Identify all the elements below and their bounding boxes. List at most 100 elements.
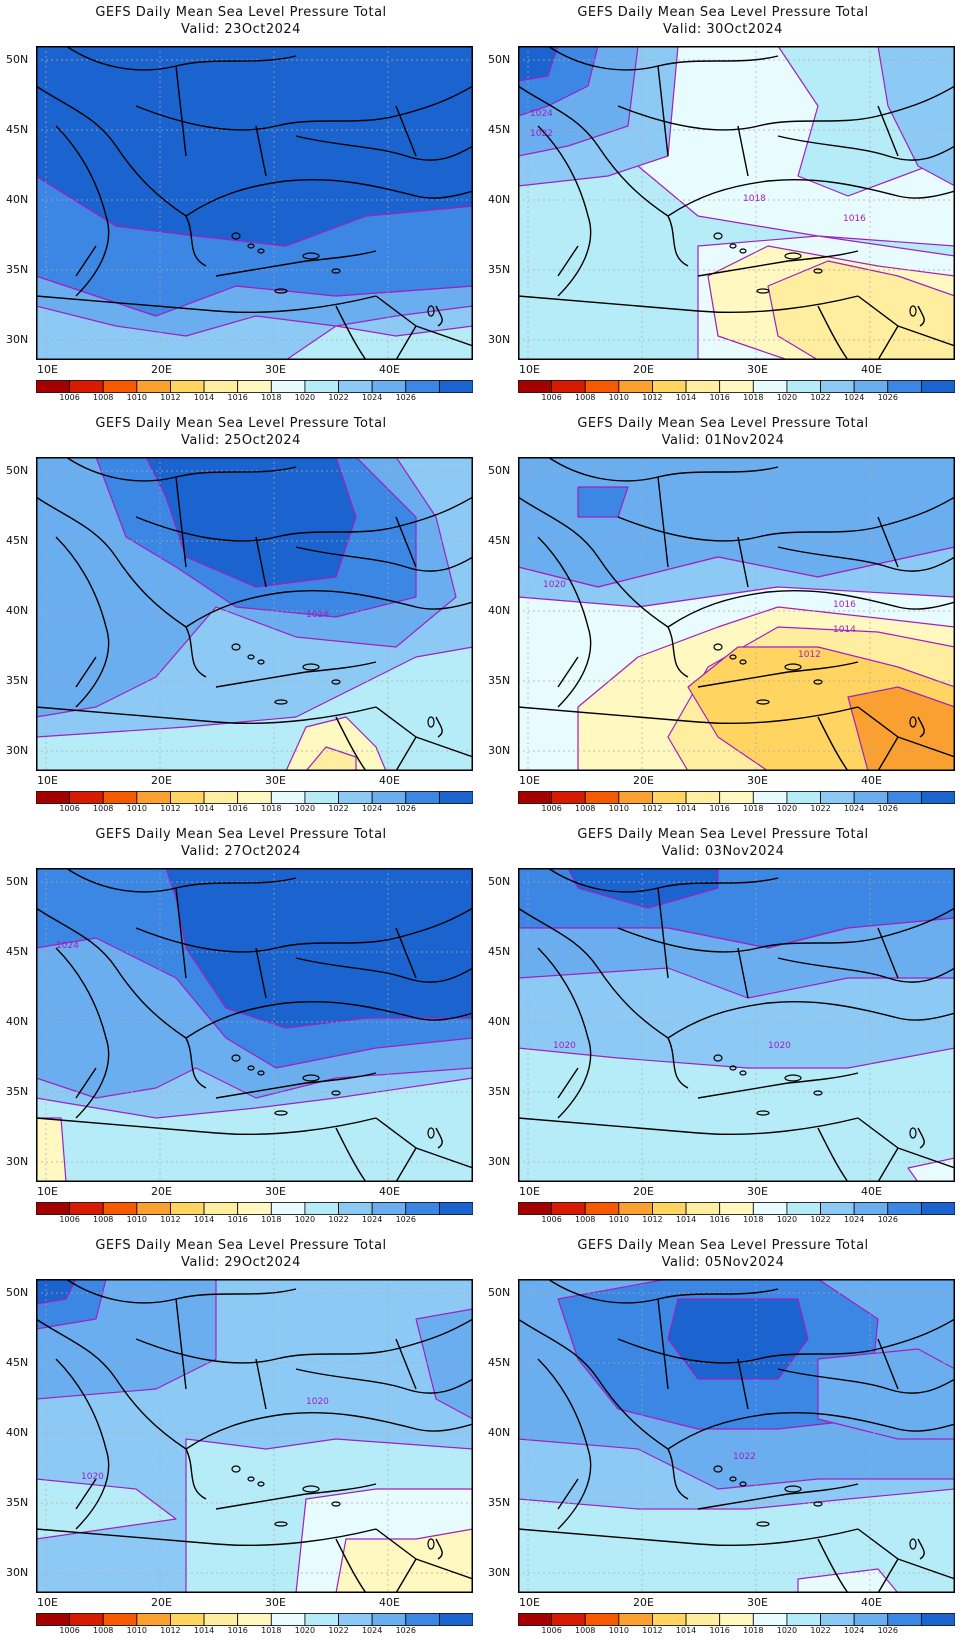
colorbar-swatch [518,791,553,804]
panel-title: GEFS Daily Mean Sea Level Pressure Total [95,827,387,842]
coastline [36,1528,377,1546]
colorbar-label: 1020 [776,804,798,813]
lon-tick-label: 30E [747,363,768,376]
colorbar-swatch [752,1202,788,1215]
colorbar-label: 1008 [93,393,114,402]
map-frame [36,868,473,1182]
colorbar-swatch [551,380,586,393]
colorbar-swatch [652,1202,687,1215]
colorbar-swatch [887,791,922,804]
colorbar-swatch [304,1613,339,1626]
colorbar-label: 1012 [642,1626,663,1635]
colorbar-label: 1024 [361,1626,383,1635]
island [247,243,255,249]
coastline [295,546,473,572]
coastline [518,496,689,678]
coastline [518,706,859,724]
coastline [777,1368,955,1394]
colorbar-swatch [237,1202,272,1215]
island [713,232,723,240]
colorbar-swatch [136,1613,171,1626]
colorbar-swatch [304,380,339,393]
coastline [547,457,779,482]
panel-valid-date: Valid: 03Nov2024 [661,844,785,859]
colorbar-swatch [270,1202,306,1215]
map-panel-7: GEFS Daily Mean Sea Level Pressure Total… [0,1233,482,1643]
coastline [215,1072,377,1099]
lon-tick-label: 20E [151,1596,172,1609]
lon-tick-label: 40E [379,363,400,376]
colorbar-label: 1016 [227,393,248,402]
colorbar-swatch [438,380,473,393]
map-panel-6: GEFS Daily Mean Sea Level Pressure Total… [482,822,964,1232]
coastline [777,957,955,983]
colorbar-swatch [618,380,653,393]
coastline [697,1483,859,1510]
island [427,716,435,728]
coastline [435,1538,443,1560]
colorbar-swatch [69,791,104,804]
colorbar-swatch [551,1613,586,1626]
coastline [557,656,579,688]
contour-label: 1016 [843,214,866,224]
lon-tick-label: 30E [747,1596,768,1609]
lat-tick-label: 50N [488,464,511,477]
colorbar-swatch [752,380,788,393]
colorbar-swatch [820,791,855,804]
colorbar-swatch [920,791,955,804]
lat-tick-label: 50N [488,875,511,888]
pressure-region [637,46,955,247]
colorbar-label: 1008 [575,1215,596,1224]
colorbar-swatch [102,1202,138,1215]
colorbar-swatch [405,1202,440,1215]
colorbar-label: 1010 [126,804,148,813]
pressure-region [36,1077,473,1182]
coastline [817,305,849,360]
lat-tick-label: 35N [6,1085,29,1098]
coastline [335,305,367,360]
pressure-map: 1020 1020 [518,868,955,1182]
island [274,1110,288,1116]
lon-tick-label: 20E [151,363,172,376]
coastline [36,1318,207,1500]
colorbar-label: 1018 [261,804,282,813]
colorbar-swatch [920,380,955,393]
colorbar-label: 1010 [126,1626,148,1635]
coastline [135,85,473,131]
coastline [415,1558,473,1580]
colorbar-swatch [920,1202,955,1215]
pressure-region [797,1568,899,1593]
pressure-map: 1024 [36,457,473,771]
island [756,699,770,705]
coastline [667,1000,955,1039]
colorbar-swatch [786,791,821,804]
coastline [917,716,925,738]
map-frame [518,868,955,1182]
colorbar-swatch [102,1613,138,1626]
colorbar-label: 1006 [541,1215,562,1224]
island [302,1485,320,1493]
map-frame [36,457,473,771]
pressure-region [415,1308,473,1420]
island [729,1065,737,1071]
coastline [518,907,689,1089]
colorbar [36,1202,473,1215]
lon-tick-label: 10E [519,1185,540,1198]
coastline [518,1117,859,1135]
map-frame [518,46,955,360]
coastline [667,589,955,628]
coastline [435,716,443,738]
colorbar-label: 1024 [843,393,865,402]
coastline [395,516,417,568]
colorbar-swatch [203,1613,239,1626]
coastline [185,589,473,628]
lat-tick-label: 40N [488,604,511,617]
colorbar-label: 1022 [328,393,349,402]
colorbar [36,791,473,804]
colorbar-swatch [371,380,407,393]
colorbar-label: 1016 [709,1626,730,1635]
panel-valid-date: Valid: 01Nov2024 [661,433,785,448]
coastline [697,661,859,688]
lat-tick-label: 35N [488,1085,511,1098]
colorbar-label: 1012 [160,393,181,402]
